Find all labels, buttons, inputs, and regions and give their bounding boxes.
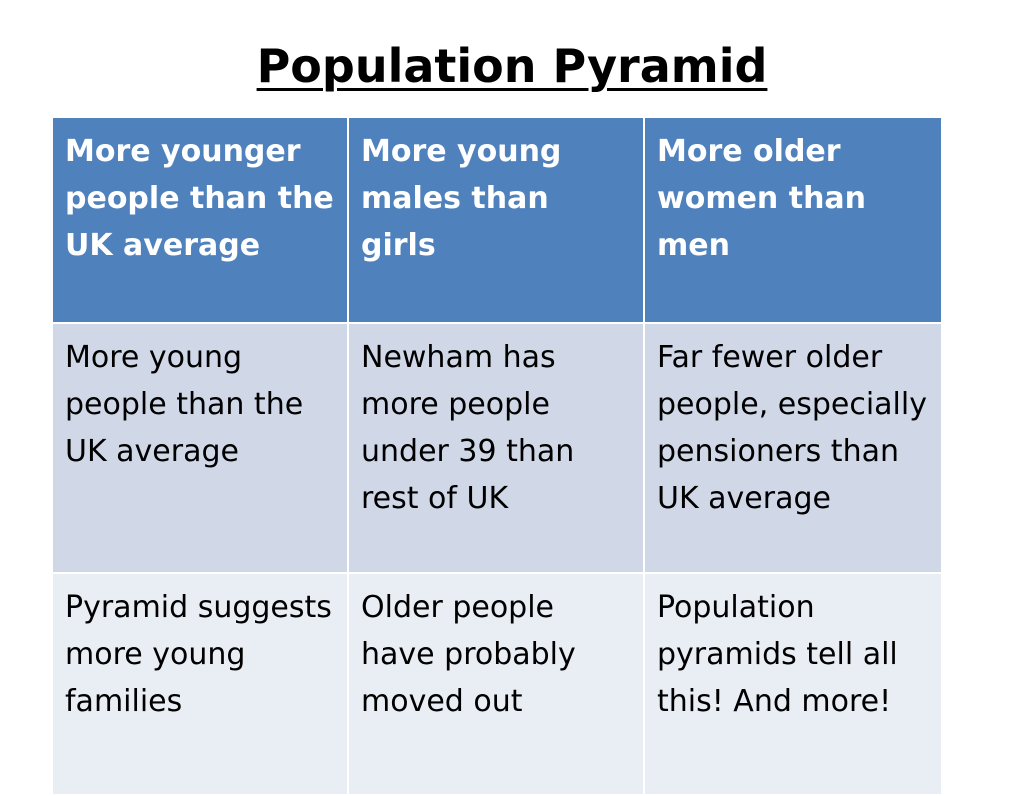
table-cell: Older people have probably moved out (347, 572, 645, 796)
table-cell: Population pyramids tell all this! And m… (643, 572, 943, 796)
table-header-cell: More younger people than the UK average (51, 116, 349, 324)
slide-title: Population Pyramid (0, 30, 1024, 102)
table-cell: More young people than the UK average (51, 322, 349, 574)
table-cell: Newham has more people under 39 than res… (347, 322, 645, 574)
summary-table: More younger people than the UK average … (51, 116, 943, 796)
slide-title-text: Population Pyramid (256, 39, 768, 93)
table-header-cell: More older women than men (643, 116, 943, 324)
table-header-row: More younger people than the UK average … (51, 116, 943, 324)
table-row: Pyramid suggests more young families Old… (51, 572, 943, 796)
table-cell: Far fewer older people, especially pensi… (643, 322, 943, 574)
table-cell: Pyramid suggests more young families (51, 572, 349, 796)
table-row: More young people than the UK average Ne… (51, 322, 943, 574)
table-header-cell: More young males than girls (347, 116, 645, 324)
